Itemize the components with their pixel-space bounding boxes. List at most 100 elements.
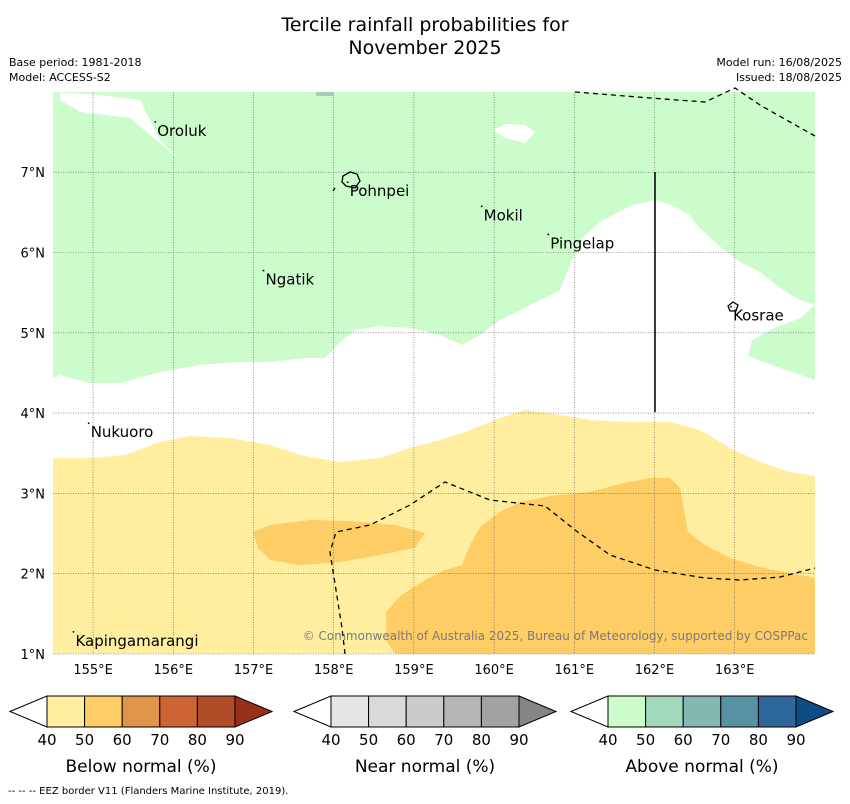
colorbar-tick-label: 70 xyxy=(711,731,730,749)
place-marker xyxy=(154,121,157,123)
colorbar-swatch xyxy=(682,695,722,728)
above-normal-band xyxy=(53,92,815,383)
lat-tick-label: 2°N xyxy=(21,568,46,583)
colorbar-label: Below normal (%) xyxy=(66,757,217,777)
issued-text: Issued: 18/08/2025 xyxy=(735,71,842,84)
colorbar-swatch xyxy=(159,695,198,728)
colorbar-low-extend xyxy=(569,695,609,728)
lat-tick-label: 3°N xyxy=(21,487,46,502)
colorbar-swatch xyxy=(84,695,123,728)
place-label: Nukuoro xyxy=(91,423,154,441)
colorbar-label: Near normal (%) xyxy=(355,757,495,777)
place-marker xyxy=(262,269,265,272)
lon-tick-label: 158°E xyxy=(314,663,354,678)
colorbar-tick-label: 60 xyxy=(674,731,693,749)
colorbar-legends: 40 50 60 70 80 90 Below normal (%) 40 50 60 70 80 90… xyxy=(8,695,835,777)
lat-tick-label: 4°N xyxy=(21,407,46,422)
colorbar-tick-label: 40 xyxy=(37,731,56,749)
colorbar-swatch xyxy=(757,695,797,728)
place-labels: Oroluk Pohnpei Mokil Pingelap Ngatik Kosrae Nu… xyxy=(72,121,784,650)
colorbar-high-extend xyxy=(518,695,558,728)
place-marker xyxy=(480,205,483,208)
lon-tick-label: 159°E xyxy=(394,663,434,678)
place-marker xyxy=(547,233,550,236)
meta-left: Base period: 1981-2018 Model: ACCESS-S2 xyxy=(9,55,141,85)
colorbar-tick-label: 50 xyxy=(75,731,94,749)
lat-tick-label: 1°N xyxy=(21,648,46,663)
lon-tick-label: 156°E xyxy=(154,663,194,678)
lon-tick-label: 157°E xyxy=(234,663,274,678)
colorbar-tick-label: 80 xyxy=(188,731,207,749)
place-label: Oroluk xyxy=(157,122,206,140)
colorbar-low-extend xyxy=(292,695,332,728)
above-normal-kosrae-strip xyxy=(748,305,815,380)
lon-tick-label: 161°E xyxy=(555,663,595,678)
colorbar-tick-label: 70 xyxy=(434,731,453,749)
colorbar-tick-label: 70 xyxy=(150,731,169,749)
graticule xyxy=(53,92,815,655)
lon-tick-label: 162°E xyxy=(635,663,675,678)
eez-border-north xyxy=(574,87,816,137)
colorbar-tick-label: 50 xyxy=(636,731,655,749)
colorbar-swatch xyxy=(405,695,445,728)
colorbar-tick-label: 50 xyxy=(359,731,378,749)
lat-tick-label: 7°N xyxy=(21,166,46,181)
colorbar-swatch xyxy=(46,695,86,728)
colorbar-tick-label: 40 xyxy=(321,731,340,749)
colorbar-swatch xyxy=(607,695,647,728)
colorbar-tick-label: 90 xyxy=(509,731,528,749)
kosrae-island-shape xyxy=(727,301,739,312)
title-line-2: November 2025 xyxy=(348,37,502,59)
lon-tick-label: 160°E xyxy=(474,663,514,678)
white-patch-north xyxy=(493,124,535,143)
eez-footer-note: -- -- -- EEZ border V11 (Flanders Marine… xyxy=(8,786,289,797)
below-normal-darker-region xyxy=(386,478,815,654)
colorbar-low-extend xyxy=(8,695,48,728)
colorbar-tick-label: 90 xyxy=(786,731,805,749)
colorbar-swatch xyxy=(443,695,482,728)
lat-tick-label: 6°N xyxy=(21,247,46,262)
place-marker xyxy=(72,631,75,633)
place-label: Kapingamarangi xyxy=(75,632,198,650)
colorbar-2: 40 50 60 70 80 90 Above normal (%) xyxy=(569,695,835,777)
model-text: Model: ACCESS-S2 xyxy=(9,71,111,84)
colorbar-tick-label: 60 xyxy=(397,731,416,749)
colorbar-high-extend xyxy=(795,695,835,728)
colorbar-high-extend xyxy=(234,695,274,728)
colorbar-swatch xyxy=(720,695,759,728)
probability-shading xyxy=(53,92,815,654)
lon-tick-label: 155°E xyxy=(73,663,113,678)
colorbar-swatch xyxy=(330,695,370,728)
place-label: Pohnpei xyxy=(350,182,410,200)
colorbar-swatch xyxy=(645,695,684,728)
lat-tick-label: 5°N xyxy=(21,327,46,342)
colorbar-tick-label: 80 xyxy=(749,731,768,749)
eez-border-south xyxy=(329,481,816,655)
below-normal-darker-blob xyxy=(253,520,425,565)
colorbar-tick-label: 90 xyxy=(225,731,244,749)
ant-atoll-mark xyxy=(332,187,336,192)
meta-right: Model run: 16/08/2025 Issued: 18/08/2025 xyxy=(716,55,842,85)
colorbar-swatch xyxy=(121,695,161,728)
axis-labels: 155°E 156°E 157°E 158°E 159°E 160°E 161°E 162°E… xyxy=(21,166,755,678)
place-label: Kosrae xyxy=(733,307,784,325)
model-run-text: Model run: 16/08/2025 xyxy=(716,56,842,69)
eez-borders xyxy=(329,87,816,655)
place-marker xyxy=(730,305,732,308)
place-marker xyxy=(87,422,90,425)
colorbar-tick-label: 60 xyxy=(113,731,132,749)
colorbar-1: 40 50 60 70 80 90 Near normal (%) xyxy=(292,695,558,777)
oroluk-reef-mark xyxy=(316,92,334,96)
title-line-1: Tercile rainfall probabilities for xyxy=(281,14,569,36)
colorbar-tick-label: 40 xyxy=(598,731,617,749)
colorbar-0: 40 50 60 70 80 90 Below normal (%) xyxy=(8,695,274,777)
place-label: Mokil xyxy=(484,206,523,224)
copyright-notice: © Commonwealth of Australia 2025, Bureau… xyxy=(303,629,808,643)
place-marker xyxy=(346,181,349,184)
place-label: Ngatik xyxy=(266,271,315,289)
colorbar-swatch xyxy=(480,695,520,728)
island-shapes xyxy=(332,171,739,312)
place-label: Pingelap xyxy=(550,234,614,252)
base-period-text: Base period: 1981-2018 xyxy=(9,56,142,69)
